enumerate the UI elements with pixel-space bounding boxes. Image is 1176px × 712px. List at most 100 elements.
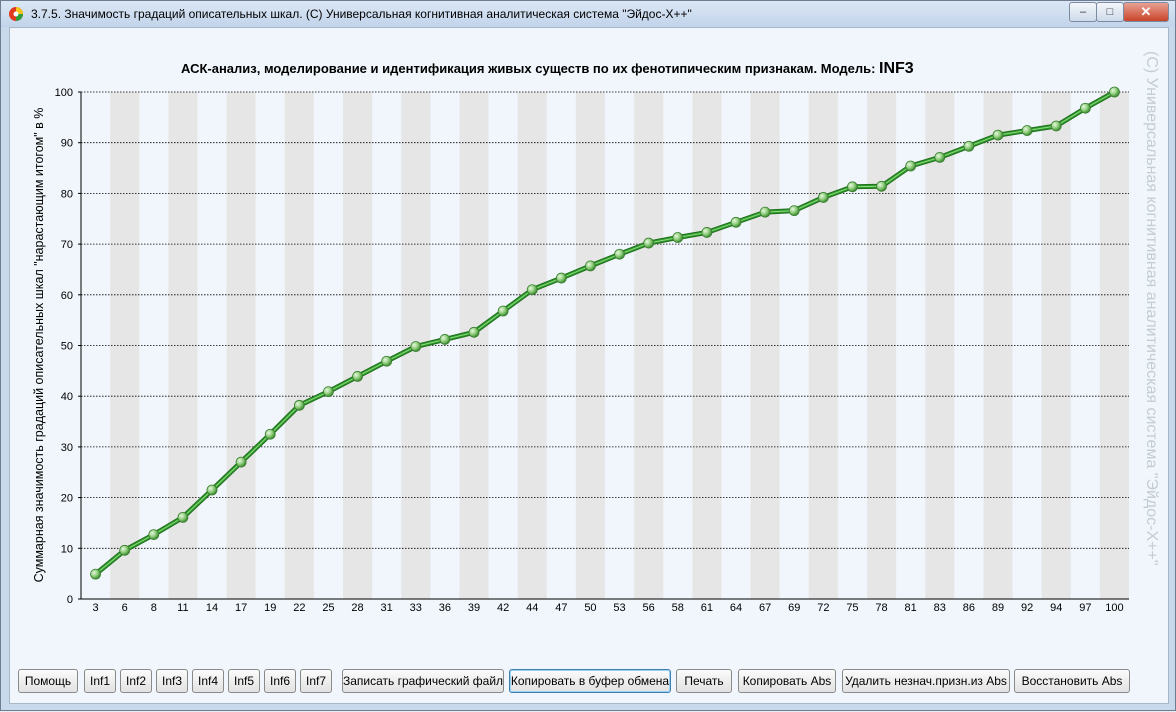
data-point [585, 260, 596, 272]
x-tick-label: 53 [613, 602, 625, 614]
y-tick-label: 10 [61, 543, 73, 555]
data-point [206, 484, 218, 496]
data-point [497, 305, 509, 317]
x-tick-label: 25 [322, 602, 334, 614]
x-tick-label: 47 [555, 602, 567, 614]
x-tick-label: 100 [1105, 602, 1123, 614]
restore-abs-button[interactable]: Восстановить Abs [1014, 669, 1130, 693]
data-point [759, 206, 771, 218]
inf2-button[interactable]: Inf2 [120, 669, 152, 693]
save-image-button[interactable]: Записать графический файл [342, 669, 504, 693]
x-tick-label: 75 [846, 602, 858, 614]
y-tick-label: 50 [61, 341, 73, 353]
inf3-button[interactable]: Inf3 [156, 669, 188, 693]
data-point [905, 160, 917, 172]
data-point [119, 544, 131, 556]
inf6-button[interactable]: Inf6 [264, 669, 296, 693]
data-point [352, 371, 363, 382]
data-point [235, 456, 247, 468]
print-button[interactable]: Печать [676, 669, 732, 693]
window-title: 3.7.5. Значимость градаций описательных … [31, 7, 692, 21]
data-point [1021, 125, 1033, 136]
x-tick-label: 61 [701, 602, 713, 614]
x-tick-label: 72 [817, 602, 829, 614]
data-point [847, 181, 858, 193]
data-point [1050, 120, 1062, 132]
inf5-button[interactable]: Inf5 [228, 669, 260, 693]
x-tick-label: 97 [1079, 602, 1091, 614]
data-point [177, 511, 189, 523]
chart-title: АСК-анализ, моделирование и идентификаци… [181, 60, 914, 77]
y-tick-label: 80 [61, 188, 73, 200]
data-point [876, 180, 887, 192]
y-tick-label: 100 [55, 87, 73, 99]
series-markers [90, 86, 1120, 580]
x-tick-label: 39 [468, 602, 480, 614]
data-point [439, 334, 451, 345]
inf7-button[interactable]: Inf7 [300, 669, 332, 693]
chart-title-text: АСК-анализ, моделирование и идентификаци… [181, 61, 879, 76]
inf1-button[interactable]: Inf1 [84, 669, 116, 693]
x-tick-labels: 3 6 8 11 14 17 19 22 25 28 31 33 36 39 42 44 47 50 53 56 58 6… [92, 602, 1123, 614]
title-bar[interactable]: 3.7.5. Значимость градаций описательных … [1, 1, 1175, 27]
x-tick-label: 42 [497, 602, 509, 614]
copy-clipboard-button[interactable]: Копировать в буфер обмена [509, 669, 671, 693]
remove-insignificant-button[interactable]: Удалить незнач.призн.из Abs [842, 669, 1010, 693]
grid-lines [81, 91, 1129, 549]
x-tick-label: 36 [439, 602, 451, 614]
y-tick-label: 60 [61, 290, 73, 302]
data-point [90, 568, 101, 580]
data-point [963, 140, 975, 152]
y-tick-labels: 0 10 20 30 40 50 60 70 80 90 100 [55, 87, 81, 606]
x-tick-label: 92 [1021, 602, 1033, 614]
window-controls: – □ ✕ [1069, 2, 1169, 22]
x-tick-label: 86 [963, 602, 975, 614]
data-point [817, 192, 829, 203]
help-button[interactable]: Помощь [18, 669, 78, 693]
x-tick-label: 28 [351, 602, 363, 614]
data-point [1079, 102, 1091, 114]
y-tick-label: 70 [61, 239, 73, 251]
x-tick-label: 3 [92, 602, 98, 614]
data-point [410, 341, 422, 352]
x-tick-label: 67 [759, 602, 771, 614]
x-tick-label: 56 [643, 602, 655, 614]
x-tick-label: 64 [730, 602, 742, 614]
x-tick-label: 50 [584, 602, 596, 614]
data-point [730, 216, 742, 228]
data-point [672, 232, 684, 243]
copy-abs-button[interactable]: Копировать Abs [738, 669, 836, 693]
data-point [264, 428, 276, 440]
x-tick-label: 44 [526, 602, 538, 614]
y-tick-label: 30 [61, 442, 73, 454]
data-point [293, 399, 305, 411]
data-point [614, 248, 625, 260]
x-tick-label: 31 [381, 602, 393, 614]
inf4-button[interactable]: Inf4 [192, 669, 224, 693]
x-tick-label: 94 [1050, 602, 1062, 614]
y-tick-label: 0 [67, 594, 73, 606]
data-point [381, 355, 393, 367]
data-point [934, 152, 946, 163]
x-tick-label: 17 [235, 602, 247, 614]
app-logo-icon [9, 7, 23, 21]
data-point [148, 529, 160, 541]
x-tick-label: 81 [905, 602, 917, 614]
data-point [992, 129, 1004, 141]
close-button[interactable]: ✕ [1123, 2, 1169, 22]
x-tick-label: 78 [875, 602, 887, 614]
data-point [468, 326, 480, 338]
x-tick-label: 58 [672, 602, 684, 614]
y-tick-label: 90 [61, 138, 73, 150]
x-tick-label: 89 [992, 602, 1004, 614]
data-point [643, 237, 655, 249]
y-axis-label: Суммарная значимость градаций описательн… [32, 108, 46, 583]
data-point [1109, 86, 1120, 98]
x-tick-label: 83 [934, 602, 946, 614]
watermark: (С) Универсальная когнитивная аналитичес… [1143, 51, 1160, 566]
data-point [788, 205, 800, 217]
y-tick-label: 40 [61, 391, 73, 403]
x-tick-label: 8 [151, 602, 157, 614]
